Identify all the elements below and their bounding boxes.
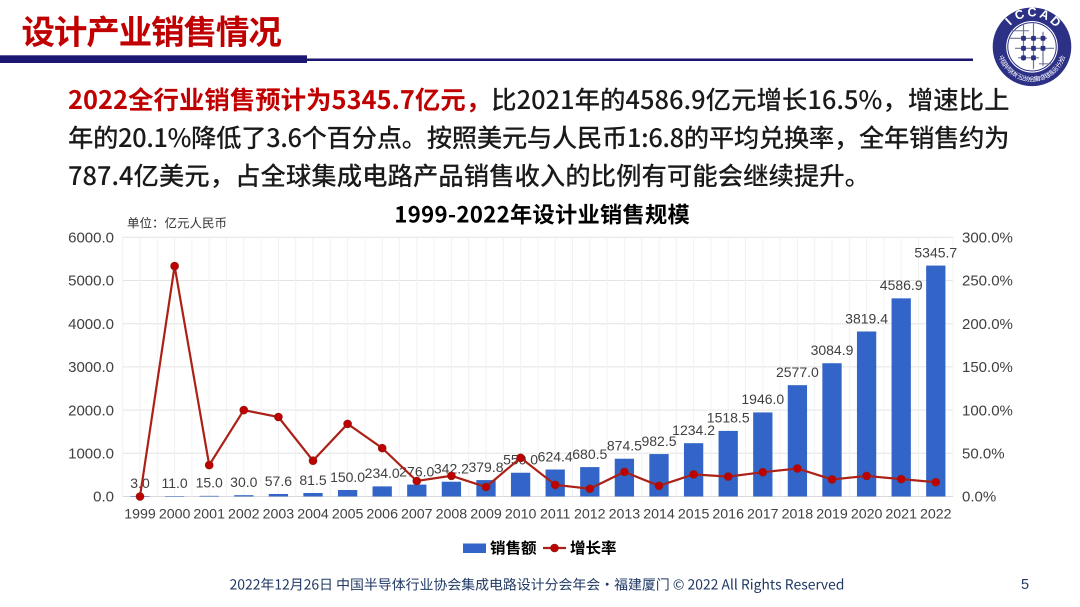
svg-text:250.0%: 250.0% [962, 273, 1013, 290]
svg-text:2020: 2020 [851, 507, 883, 523]
svg-text:2017: 2017 [747, 507, 779, 523]
svg-text:874.5: 874.5 [607, 438, 642, 454]
svg-text:2011: 2011 [540, 507, 571, 523]
svg-text:3819.4: 3819.4 [845, 310, 888, 326]
svg-text:234.0: 234.0 [365, 465, 400, 481]
svg-text:C: C [1027, 6, 1036, 20]
svg-text:2007: 2007 [401, 507, 433, 523]
svg-text:680.5: 680.5 [572, 446, 607, 462]
svg-text:2005: 2005 [332, 507, 364, 523]
svg-text:2001: 2001 [193, 507, 225, 523]
svg-text:4000.0: 4000.0 [68, 316, 114, 333]
svg-text:100.0%: 100.0% [962, 402, 1013, 419]
svg-text:81.5: 81.5 [299, 472, 326, 488]
svg-text:624.4: 624.4 [538, 448, 573, 464]
svg-text:2577.0: 2577.0 [776, 364, 819, 380]
svg-text:1518.5: 1518.5 [707, 410, 750, 426]
svg-text:3084.9: 3084.9 [811, 342, 854, 358]
svg-text:1999: 1999 [124, 507, 156, 523]
svg-text:982.5: 982.5 [641, 433, 676, 449]
svg-text:0.0%: 0.0% [962, 489, 996, 506]
svg-text:0.0: 0.0 [93, 489, 114, 506]
svg-text:57.6: 57.6 [265, 473, 292, 489]
svg-text:150.0%: 150.0% [962, 359, 1013, 376]
svg-text:2000: 2000 [159, 507, 191, 523]
svg-text:2002: 2002 [228, 507, 260, 523]
svg-text:2000.0: 2000.0 [68, 402, 114, 419]
svg-text:1000.0: 1000.0 [68, 446, 114, 463]
svg-text:2014: 2014 [643, 507, 675, 523]
svg-text:11.0: 11.0 [161, 475, 187, 491]
svg-text:6000.0: 6000.0 [68, 230, 114, 247]
svg-text:2008: 2008 [436, 507, 468, 523]
svg-text:2018: 2018 [782, 507, 814, 523]
svg-text:2010: 2010 [505, 507, 537, 523]
svg-text:3000.0: 3000.0 [68, 359, 114, 376]
svg-text:2013: 2013 [609, 507, 641, 523]
svg-text:2003: 2003 [263, 507, 295, 523]
svg-text:379.8: 379.8 [468, 459, 503, 475]
svg-text:2019: 2019 [816, 507, 848, 523]
svg-text:30.0: 30.0 [230, 474, 257, 490]
svg-text:342.2: 342.2 [434, 461, 469, 477]
svg-text:1234.2: 1234.2 [672, 422, 715, 438]
svg-text:2015: 2015 [678, 507, 710, 523]
svg-text:150.0: 150.0 [330, 469, 365, 485]
svg-text:2004: 2004 [297, 507, 329, 523]
svg-text:3.0: 3.0 [130, 475, 150, 491]
svg-text:5: 5 [1021, 577, 1029, 593]
svg-text:2009: 2009 [470, 507, 502, 523]
svg-text:50.0%: 50.0% [962, 446, 1005, 463]
svg-text:276.0: 276.0 [399, 463, 434, 479]
svg-text:300.0%: 300.0% [962, 230, 1013, 247]
svg-text:2022: 2022 [920, 507, 952, 523]
svg-text:5345.7: 5345.7 [914, 244, 957, 260]
svg-text:2012: 2012 [574, 507, 606, 523]
svg-text:5000.0: 5000.0 [68, 273, 114, 290]
svg-text:2016: 2016 [712, 507, 744, 523]
svg-text:2006: 2006 [366, 507, 398, 523]
svg-text:15.0: 15.0 [196, 475, 223, 491]
svg-text:4586.9: 4586.9 [880, 277, 923, 293]
svg-text:200.0%: 200.0% [962, 316, 1013, 333]
svg-text:1946.0: 1946.0 [741, 391, 784, 407]
svg-text:2021: 2021 [885, 507, 917, 523]
